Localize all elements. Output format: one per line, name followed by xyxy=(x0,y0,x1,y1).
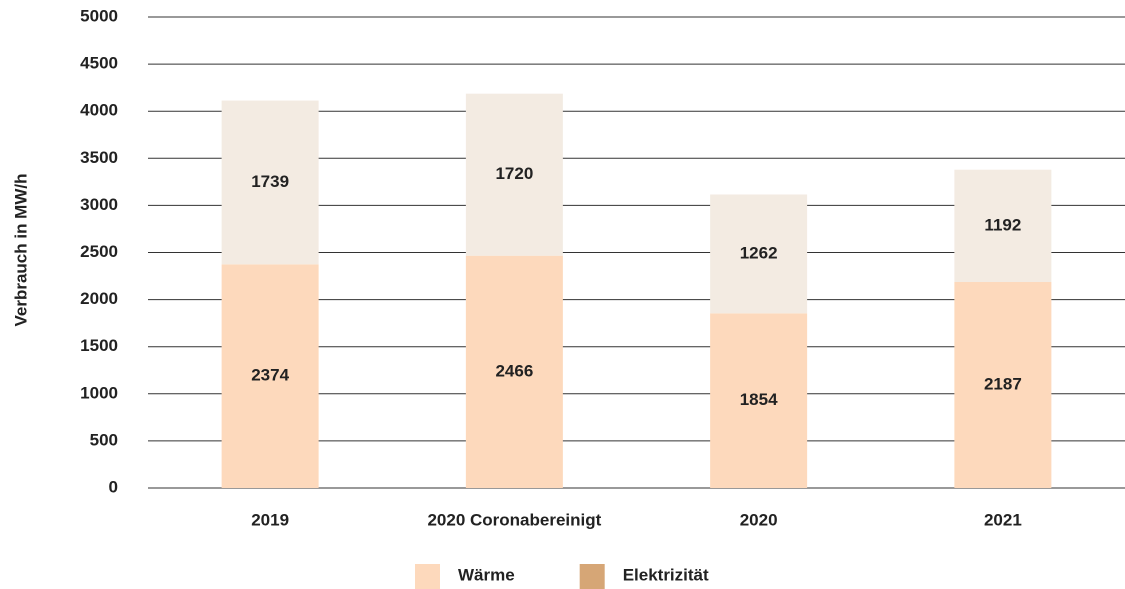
legend-label: Wärme xyxy=(458,565,515,584)
y-tick-label: 2500 xyxy=(80,242,118,261)
y-tick-label: 500 xyxy=(90,430,118,449)
data-label: 1739 xyxy=(251,172,289,191)
y-tick-label: 2000 xyxy=(80,289,118,308)
data-label: 1192 xyxy=(984,215,1021,234)
bar-segment xyxy=(221,264,319,488)
y-tick-label: 3000 xyxy=(80,195,118,214)
y-tick-label: 1500 xyxy=(80,336,118,355)
legend-label: Elektrizität xyxy=(623,565,709,584)
bar-segment xyxy=(465,255,563,488)
bar-segment xyxy=(221,100,319,265)
bar-segment xyxy=(710,194,808,314)
data-label: 2374 xyxy=(251,366,289,385)
y-tick-label: 0 xyxy=(109,477,118,496)
bar-segment xyxy=(710,313,808,488)
x-tick-label: 2020 xyxy=(740,510,778,529)
y-axis-label: Verbrauch in MW/h xyxy=(11,173,30,326)
data-label: 2466 xyxy=(495,361,533,380)
y-tick-label: 1000 xyxy=(80,383,118,402)
data-label: 1854 xyxy=(740,390,778,409)
data-label: 1720 xyxy=(495,164,533,183)
legend-swatch xyxy=(415,564,440,589)
x-tick-label: 2019 xyxy=(251,510,289,529)
y-tick-label: 5000 xyxy=(80,6,118,25)
data-label: 1262 xyxy=(740,243,778,262)
data-label: 2187 xyxy=(984,374,1022,393)
bar-segment xyxy=(465,93,563,256)
bar-segment xyxy=(954,169,1052,282)
legend-swatch xyxy=(579,564,605,589)
bar-segment xyxy=(954,281,1052,488)
x-tick-label: 2021 xyxy=(984,510,1022,529)
y-tick-label: 3500 xyxy=(80,148,118,167)
x-tick-label: 2020 Coronabereinigt xyxy=(427,510,601,529)
y-tick-label: 4000 xyxy=(80,101,118,120)
y-tick-label: 4500 xyxy=(80,54,118,73)
